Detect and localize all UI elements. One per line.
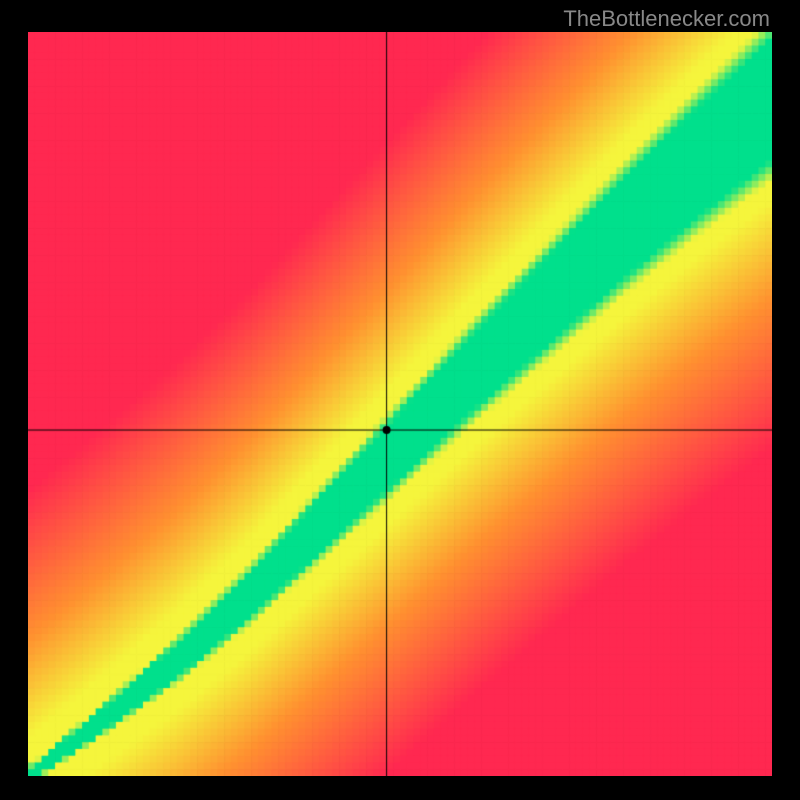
watermark-text: TheBottlenecker.com	[563, 6, 770, 32]
bottleneck-heatmap	[28, 32, 772, 776]
chart-container: TheBottlenecker.com	[0, 0, 800, 800]
